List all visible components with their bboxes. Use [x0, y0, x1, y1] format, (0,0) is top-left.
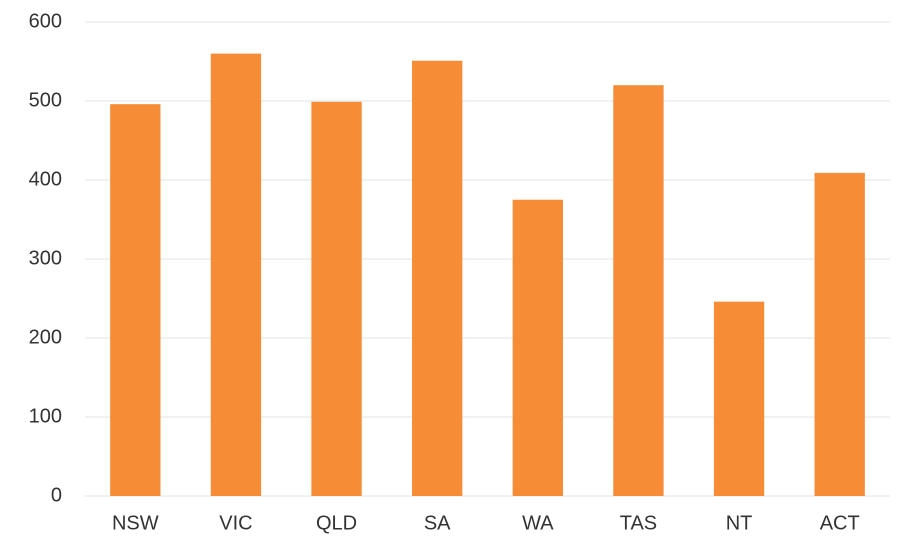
bar — [311, 101, 362, 496]
y-tick-label: 0 — [51, 484, 62, 506]
bar — [210, 53, 262, 496]
x-tick-label: ACT — [820, 512, 860, 534]
x-tick-label: QLD — [316, 512, 357, 534]
bar — [713, 301, 765, 496]
bar — [412, 60, 463, 497]
x-tick-label: NT — [726, 512, 753, 534]
x-tick-label: NSW — [112, 512, 159, 534]
y-tick-label: 500 — [29, 89, 62, 111]
x-tick-label: WA — [522, 512, 554, 534]
y-tick-label: 600 — [29, 10, 62, 32]
y-tick-label: 200 — [29, 326, 62, 348]
bar — [110, 104, 161, 496]
x-tick-label: SA — [424, 512, 451, 534]
y-tick-label: 300 — [29, 247, 62, 269]
x-tick-label: VIC — [219, 512, 252, 534]
bar — [814, 172, 865, 496]
y-tick-label: 100 — [29, 405, 62, 427]
y-tick-label: 400 — [29, 168, 62, 190]
bar — [613, 85, 664, 496]
bar — [512, 199, 563, 496]
x-tick-label: TAS — [620, 512, 657, 534]
